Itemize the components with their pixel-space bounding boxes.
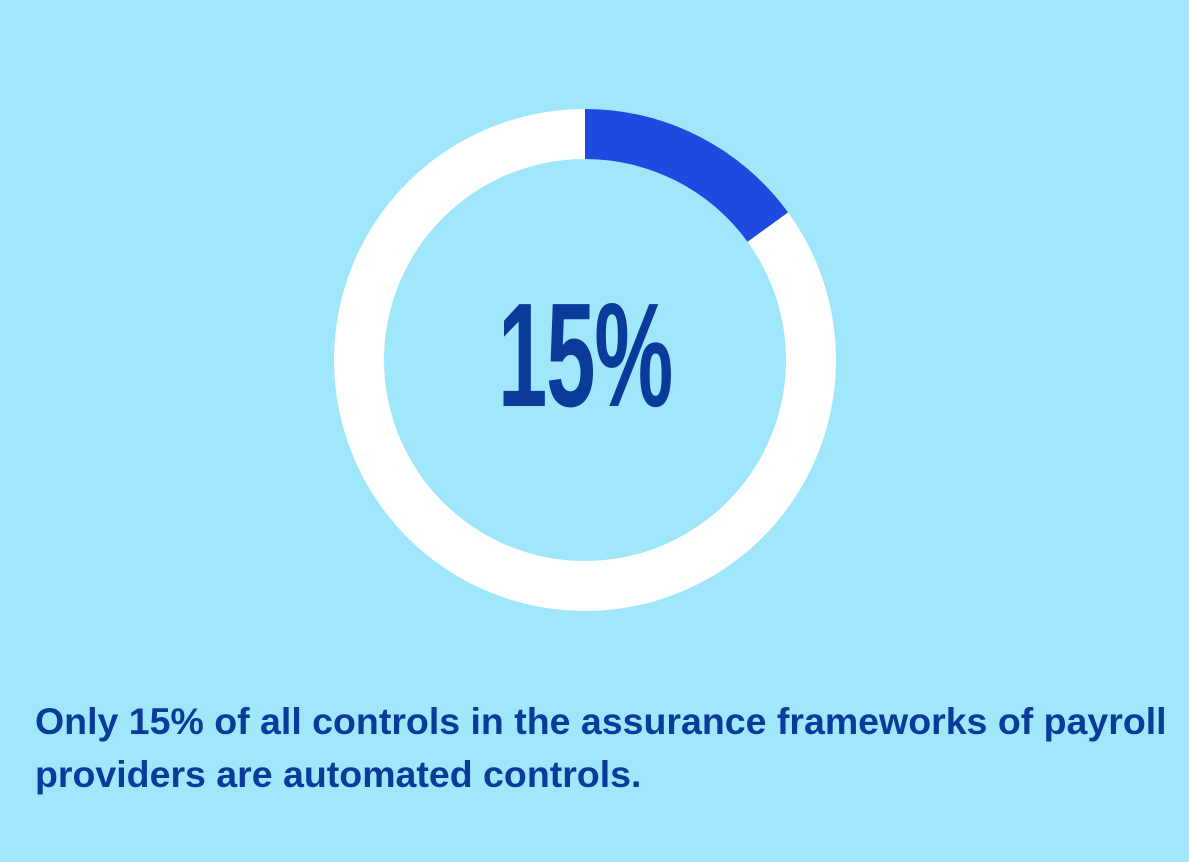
chart-caption: Only 15% of all controls in the assuranc… [35,700,1167,795]
donut-slice-highlighted [585,109,789,242]
center-percentage-label: 15% [497,273,673,438]
